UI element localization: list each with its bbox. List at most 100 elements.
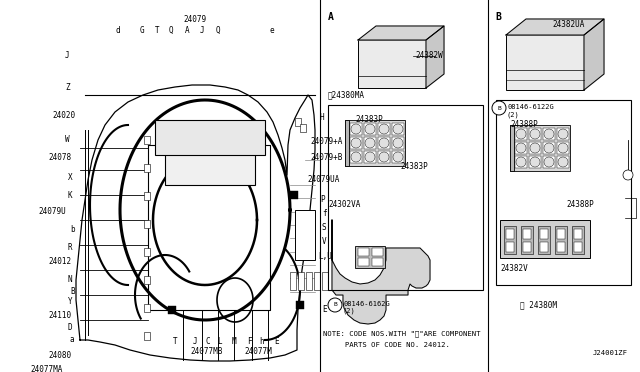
Text: 24388P: 24388P <box>566 200 594 209</box>
Circle shape <box>393 138 403 148</box>
Text: ※ 24380M: ※ 24380M <box>520 300 557 309</box>
Bar <box>364 151 376 163</box>
Bar <box>144 136 150 144</box>
Text: Z: Z <box>65 83 70 93</box>
Text: D: D <box>68 324 72 333</box>
Bar <box>345 120 349 166</box>
Text: H: H <box>320 113 324 122</box>
Circle shape <box>558 143 568 153</box>
Bar <box>392 123 404 135</box>
Text: E: E <box>275 337 279 346</box>
Text: 24077M: 24077M <box>244 347 272 356</box>
Bar <box>543 142 555 154</box>
Circle shape <box>544 157 554 167</box>
Text: 24079U: 24079U <box>38 208 66 217</box>
Bar <box>144 192 150 200</box>
Circle shape <box>379 124 389 134</box>
Bar <box>543 128 555 140</box>
Text: 24383P: 24383P <box>400 162 428 171</box>
Bar <box>555 226 567 254</box>
Bar <box>506 35 584 90</box>
Text: h: h <box>260 337 264 346</box>
Text: B: B <box>333 302 337 308</box>
Bar <box>378 151 390 163</box>
Bar <box>392 137 404 149</box>
Text: X: X <box>68 173 72 183</box>
Circle shape <box>351 152 361 162</box>
Bar <box>144 276 150 284</box>
Bar <box>378 123 390 135</box>
Circle shape <box>530 157 540 167</box>
Text: C: C <box>205 337 211 346</box>
Text: 24020: 24020 <box>52 110 75 119</box>
Bar <box>557 142 569 154</box>
Text: 24079: 24079 <box>184 15 207 24</box>
Circle shape <box>365 138 375 148</box>
Text: A: A <box>328 12 334 22</box>
Bar <box>372 258 383 266</box>
Bar <box>144 164 150 172</box>
Circle shape <box>516 143 526 153</box>
Circle shape <box>558 129 568 139</box>
Text: e: e <box>269 26 275 35</box>
Bar <box>322 272 328 290</box>
Bar <box>350 137 362 149</box>
Text: 24077MB: 24077MB <box>191 347 223 356</box>
Text: R: R <box>68 244 72 253</box>
Text: L,U: L,U <box>318 251 332 260</box>
Text: E: E <box>322 305 326 314</box>
Bar <box>350 151 362 163</box>
Bar <box>557 156 569 168</box>
Bar <box>290 272 296 290</box>
Text: J: J <box>65 51 70 60</box>
Text: 24382V: 24382V <box>500 264 528 273</box>
Polygon shape <box>584 19 604 90</box>
Text: Q: Q <box>216 26 220 35</box>
Polygon shape <box>332 220 430 324</box>
Circle shape <box>328 298 342 312</box>
Bar <box>295 210 315 260</box>
Circle shape <box>544 129 554 139</box>
Text: F: F <box>246 337 252 346</box>
Text: a: a <box>70 336 75 344</box>
Text: 24110: 24110 <box>48 311 71 320</box>
Text: J: J <box>193 337 197 346</box>
Text: T: T <box>173 337 177 346</box>
Text: J24001ZF: J24001ZF <box>593 350 628 356</box>
Bar <box>392 151 404 163</box>
Text: W: W <box>65 135 70 144</box>
Bar <box>521 226 533 254</box>
Bar <box>529 128 541 140</box>
Circle shape <box>393 124 403 134</box>
Bar <box>298 272 304 290</box>
Bar <box>529 156 541 168</box>
Text: A: A <box>185 26 189 35</box>
Text: B: B <box>495 12 501 22</box>
Bar <box>378 137 390 149</box>
Text: P: P <box>320 196 324 205</box>
Text: 24078: 24078 <box>48 154 71 163</box>
Circle shape <box>530 143 540 153</box>
Bar <box>306 272 312 290</box>
Bar <box>538 226 550 254</box>
Text: ※24380MA: ※24380MA <box>328 90 365 99</box>
Circle shape <box>516 157 526 167</box>
Text: f: f <box>322 209 326 218</box>
Text: L: L <box>218 337 222 346</box>
Bar <box>165 135 255 185</box>
Bar <box>358 258 369 266</box>
Text: B: B <box>497 106 501 110</box>
Bar <box>543 156 555 168</box>
Bar <box>523 242 531 252</box>
Circle shape <box>558 157 568 167</box>
Text: Y: Y <box>68 298 72 307</box>
Circle shape <box>379 152 389 162</box>
Text: 24383P: 24383P <box>355 115 383 124</box>
Bar <box>144 332 150 340</box>
Bar <box>290 191 298 199</box>
Text: T: T <box>155 26 159 35</box>
Text: 24302VA: 24302VA <box>328 200 360 209</box>
Polygon shape <box>426 26 444 88</box>
Bar <box>496 100 631 285</box>
Text: J: J <box>200 26 204 35</box>
